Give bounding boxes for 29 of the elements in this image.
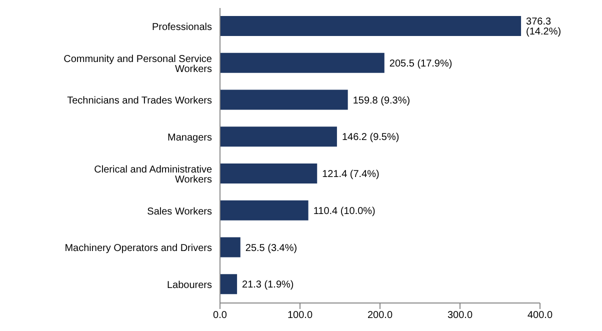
data-label: 205.5 (17.9%) <box>389 58 452 70</box>
bar <box>220 90 348 110</box>
y-tick-label: Clerical and Administrative Workers <box>94 164 212 186</box>
data-label: 21.3 (1.9%) <box>242 280 294 291</box>
bar <box>220 237 240 258</box>
bar <box>220 164 318 184</box>
data-label: 159.8 (9.3%) <box>352 95 410 106</box>
data-label: 25.5 (3.4%) <box>245 242 298 254</box>
x-tick-label: 300.0 <box>447 310 473 322</box>
data-label: 121.4 (7.4%) <box>322 169 380 180</box>
data-label: 146.2 (9.5%) <box>342 132 400 144</box>
y-tick-label: Technicians and Trades Workers <box>67 96 212 107</box>
bar <box>220 126 337 147</box>
y-tick-label: Labourers <box>166 280 212 292</box>
bar <box>220 16 522 36</box>
data-label: 376.3 (14.2%) <box>526 16 562 38</box>
y-tick-label: Professionals <box>152 22 212 33</box>
y-tick-label: Managers <box>168 132 212 144</box>
x-tick-label: 400.0 <box>527 310 553 322</box>
y-tick-label: Machinery Operators and Drivers <box>64 243 212 254</box>
data-label: 110.4 (10.0%) <box>313 206 376 217</box>
bar <box>220 200 308 220</box>
bar <box>220 52 384 73</box>
x-tick-label: 100.0 <box>287 310 313 322</box>
y-tick-label: Community and Personal Service Workers <box>64 54 212 75</box>
x-tick-label: 0.0 <box>213 310 228 322</box>
bar <box>220 274 238 294</box>
y-tick-label: Sales Workers <box>147 206 212 218</box>
x-tick-label: 200.0 <box>367 310 393 322</box>
